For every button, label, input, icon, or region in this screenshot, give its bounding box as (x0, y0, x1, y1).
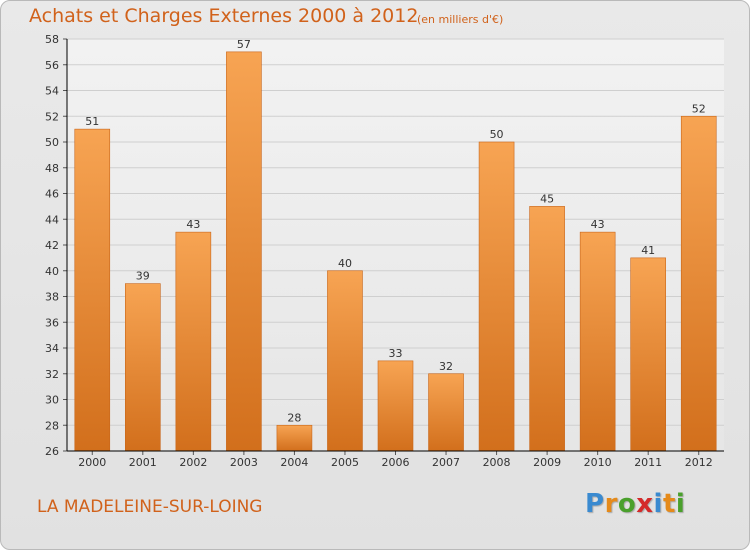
x-tick-label-2001: 2001 (129, 456, 157, 469)
x-tick-label-2007: 2007 (432, 456, 460, 469)
data-label-2009: 45 (540, 192, 554, 205)
data-label-2000: 51 (85, 115, 99, 128)
logo-letter: i (675, 489, 686, 519)
y-tick-label: 54 (45, 85, 59, 98)
bar-2003 (226, 51, 262, 452)
x-tick-label-2012: 2012 (685, 456, 713, 469)
bar-2012 (680, 115, 717, 452)
data-label-2006: 33 (389, 347, 403, 360)
data-label-2003: 57 (237, 38, 251, 51)
bar-2002 (175, 231, 212, 452)
proxiti-logo: Proxiti (585, 489, 685, 519)
bar-2000 (74, 128, 111, 452)
data-label-2004: 28 (287, 411, 301, 424)
y-tick-label: 58 (45, 33, 59, 46)
x-tick-label-2000: 2000 (78, 456, 106, 469)
bar-2006 (377, 360, 414, 452)
logo-letter: P (585, 489, 605, 519)
logo-letter: x (636, 489, 654, 519)
logo-letter: t (662, 489, 676, 519)
x-tick-label-2002: 2002 (179, 456, 207, 469)
data-label-2001: 39 (136, 270, 150, 283)
bar-2004 (276, 424, 313, 452)
y-tick-label: 48 (45, 162, 59, 175)
data-label-2010: 43 (591, 218, 605, 231)
y-tick-label: 56 (45, 59, 59, 72)
bar-2008 (478, 141, 515, 452)
data-label-2008: 50 (490, 128, 504, 141)
data-label-2012: 52 (692, 102, 706, 115)
chart-unit-label: (en milliers d'€) (417, 13, 504, 26)
x-tick-label-2010: 2010 (584, 456, 612, 469)
x-tick-label-2011: 2011 (634, 456, 662, 469)
bar-2001 (125, 283, 161, 452)
data-label-2007: 32 (439, 360, 453, 373)
logo-letter: r (604, 489, 618, 519)
x-tick-label-2008: 2008 (483, 456, 511, 469)
y-tick-label: 50 (45, 136, 59, 149)
y-tick-label: 32 (45, 368, 59, 381)
bar-2005 (327, 270, 363, 452)
data-label-2011: 41 (641, 244, 655, 257)
y-tick-label: 28 (45, 419, 59, 432)
bar-2010 (579, 231, 616, 452)
bar-2011 (630, 257, 666, 452)
x-tick-label-2004: 2004 (280, 456, 308, 469)
logo-letter: o (617, 489, 637, 519)
y-tick-label: 40 (45, 265, 59, 278)
y-tick-label: 44 (45, 213, 59, 226)
y-tick-label: 38 (45, 291, 59, 304)
chart-title: Achats et Charges Externes 2000 à 2012 (29, 5, 419, 27)
x-tick-label-2006: 2006 (382, 456, 410, 469)
bar-2009 (529, 206, 565, 452)
x-tick-label-2003: 2003 (230, 456, 258, 469)
y-tick-label: 30 (45, 394, 59, 407)
bar-2007 (428, 373, 464, 452)
logo-letter: i (653, 489, 663, 519)
y-tick-label: 26 (45, 445, 59, 458)
y-tick-label: 52 (45, 110, 59, 123)
data-label-2002: 43 (186, 218, 200, 231)
y-tick-label: 34 (45, 342, 59, 355)
y-tick-label: 46 (45, 188, 59, 201)
y-tick-label: 36 (45, 316, 59, 329)
x-tick-label-2005: 2005 (331, 456, 359, 469)
commune-name: LA MADELEINE-SUR-LOING (37, 497, 263, 517)
data-label-2005: 40 (338, 257, 352, 270)
y-tick-label: 42 (45, 239, 59, 252)
x-tick-label-2009: 2009 (533, 456, 561, 469)
